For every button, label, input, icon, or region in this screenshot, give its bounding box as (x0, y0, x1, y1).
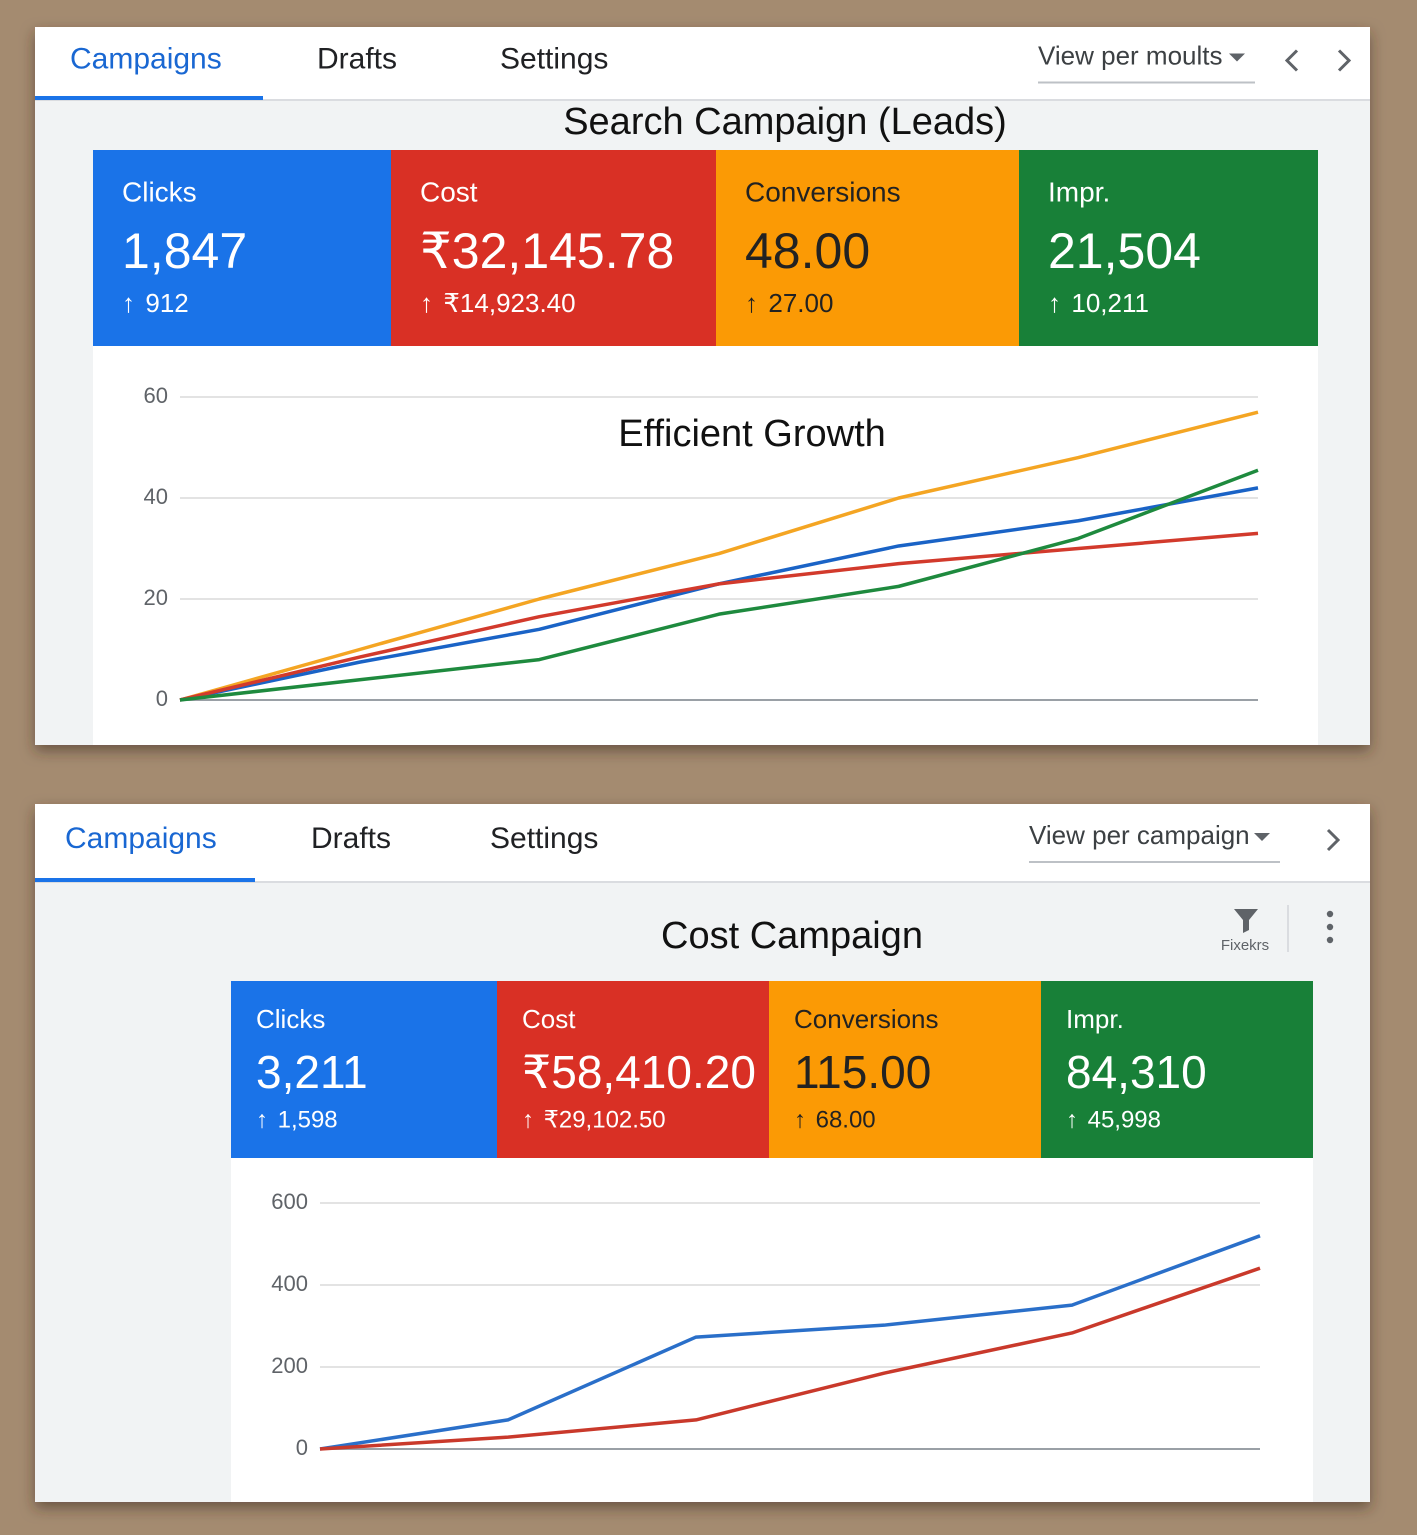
metric-change: ₹29,102.50 (544, 1106, 666, 1133)
more-dot[interactable] (1326, 936, 1334, 944)
dropdown-arrow (1254, 833, 1270, 841)
prev-button[interactable] (1284, 49, 1299, 72)
y-tick-label: 200 (271, 1353, 308, 1378)
panel-title: Search Campaign (Leads) (563, 101, 1007, 143)
tab[interactable]: Settings (490, 822, 598, 855)
metric-change: 68.00 (816, 1106, 876, 1133)
y-tick-label: 0 (296, 1435, 308, 1460)
metric-label: Clicks (122, 176, 197, 207)
up-arrow: ↑ (794, 1106, 806, 1133)
tab[interactable]: Drafts (317, 42, 397, 75)
metric-value: 1,847 (122, 223, 247, 279)
chart-title: Efficient Growth (618, 413, 886, 455)
up-arrow: ↑ (122, 288, 135, 318)
metric-value: 3,211 (256, 1046, 368, 1098)
metric-label: Cost (522, 1004, 576, 1034)
metric-label: Clicks (256, 1004, 325, 1034)
view-menu[interactable]: View per campaign (1029, 820, 1250, 850)
panel: Campaigns Drafts Settings View per moults Se… (35, 27, 1370, 745)
metric-value: ₹32,145.78 (420, 223, 674, 279)
y-tick-label: 600 (271, 1189, 308, 1214)
metric-label: Conversions (745, 176, 901, 207)
metric-change: 10,211 (1071, 288, 1149, 318)
series-line (319, 1266, 1261, 1451)
metric-change: 27.00 (768, 288, 833, 318)
tab[interactable]: Campaigns (65, 822, 217, 855)
metric-value: 48.00 (745, 223, 870, 279)
tab[interactable]: Campaigns (70, 42, 222, 75)
metric-card[interactable] (231, 981, 497, 1158)
series-line (179, 468, 1259, 702)
tab[interactable]: Drafts (311, 822, 391, 855)
up-arrow: ↑ (1048, 288, 1061, 318)
y-tick-label: 40 (144, 484, 168, 509)
series-line (179, 531, 1259, 702)
metric-card[interactable] (391, 150, 716, 346)
panel: Campaigns Drafts Settings View per campaign… (35, 804, 1370, 1502)
metric-label: Impr. (1048, 176, 1110, 207)
series-line (319, 1234, 1261, 1451)
tab-bar (35, 804, 1370, 882)
chart-area (231, 1158, 1313, 1502)
tab-underline (35, 96, 263, 100)
tab-bar (35, 27, 1370, 100)
metric-label: Conversions (794, 1004, 939, 1034)
y-tick-label: 400 (271, 1271, 308, 1296)
metric-card[interactable] (769, 981, 1041, 1158)
panel-title: Cost Campaign (661, 915, 923, 957)
y-tick-label: 0 (156, 686, 168, 711)
metric-value: 21,504 (1048, 223, 1201, 279)
metric-value: 115.00 (794, 1046, 931, 1098)
metric-card[interactable] (716, 150, 1019, 346)
more-dot[interactable] (1326, 910, 1334, 918)
metric-change: 45,998 (1088, 1106, 1161, 1133)
filter-label[interactable]: Fixekrs (1221, 937, 1269, 954)
dropdown-arrow (1229, 53, 1245, 62)
metric-value: ₹58,410.20 (522, 1046, 756, 1098)
metric-card[interactable] (497, 981, 769, 1158)
y-tick-label: 20 (144, 585, 168, 610)
more-dot[interactable] (1326, 923, 1334, 931)
filter-icon[interactable] (1234, 909, 1258, 933)
metric-card[interactable] (1019, 150, 1318, 346)
up-arrow: ↑ (256, 1106, 268, 1133)
view-menu[interactable]: View per moults (1038, 40, 1223, 70)
up-arrow: ↑ (745, 288, 758, 318)
tab[interactable]: Settings (500, 42, 608, 75)
metric-change: 1,598 (278, 1106, 338, 1133)
up-arrow: ↑ (1066, 1106, 1078, 1133)
metric-change: 912 (145, 288, 188, 318)
metric-label: Cost (420, 176, 478, 207)
metric-value: 84,310 (1066, 1046, 1207, 1098)
y-tick-label: 60 (144, 383, 168, 408)
up-arrow: ↑ (420, 288, 433, 318)
tab-underline (35, 878, 255, 882)
metric-change: ₹14,923.40 (443, 288, 575, 318)
metric-card[interactable] (93, 150, 391, 346)
metric-label: Impr. (1066, 1004, 1124, 1034)
series-line (179, 410, 1259, 702)
next-button[interactable] (1326, 828, 1341, 852)
up-arrow: ↑ (522, 1106, 534, 1133)
metric-card[interactable] (1041, 981, 1313, 1158)
next-button[interactable] (1337, 49, 1352, 72)
